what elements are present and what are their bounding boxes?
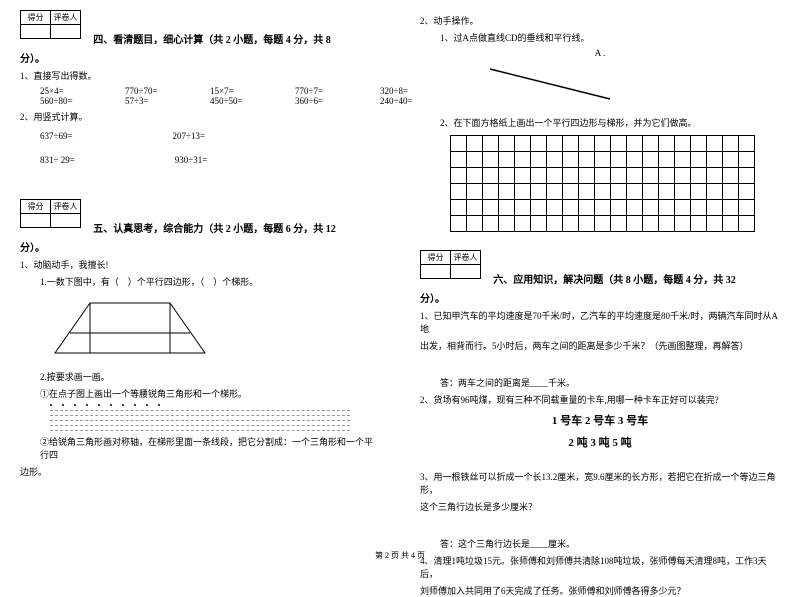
score-section-6: 得分 评卷人 六、应用知识，解决问题（共 8 小题，每题 4 分，共 32 bbox=[420, 250, 780, 286]
score-cell bbox=[21, 214, 51, 228]
item-r2: 2、动手操作。 bbox=[420, 14, 780, 27]
score-table: 得分 评卷人 bbox=[420, 250, 481, 279]
calc: 15×7= bbox=[210, 86, 265, 96]
dot-grid bbox=[50, 404, 380, 406]
calc: 770÷7= bbox=[295, 86, 350, 96]
score-table: 得分 评卷人 bbox=[20, 199, 81, 228]
line-cd bbox=[480, 64, 620, 104]
item-5-1a: 1.一数下图中，有（ ）个平行四边形，（ ）个梯形。 bbox=[40, 275, 380, 288]
dash-line bbox=[50, 410, 350, 411]
calc: 930÷31= bbox=[175, 155, 208, 165]
item-5-1: 1、动脑动手，我擅长! bbox=[20, 258, 380, 271]
score-section: 得分 评卷人 四、看清题目，细心计算（共 2 小题，每题 4 分，共 8 bbox=[20, 10, 380, 46]
section-6-end: 分）。 bbox=[420, 290, 780, 305]
calc: 450÷50= bbox=[210, 96, 265, 106]
calc-row-4: 831÷ 29= 930÷31= bbox=[40, 155, 380, 165]
score-cell bbox=[21, 25, 51, 39]
section-4-end: 分）。 bbox=[20, 50, 380, 65]
item-6-3-ans: 答：这个三角行边长是____厘米。 bbox=[440, 537, 780, 550]
score-section-5: 得分 评卷人 五、认真思考，综合能力（共 2 小题，每题 6 分，共 12 bbox=[20, 199, 380, 235]
calc: 637÷69= bbox=[40, 131, 73, 141]
calc-row-3: 637÷69= 207÷13= bbox=[40, 131, 380, 141]
grader-header: 评卷人 bbox=[51, 200, 81, 214]
item-6-4b: 刘师傅加入共同用了6天完成了任务。张师傅和刘师傅各得多少元？ bbox=[420, 584, 780, 597]
item-6-3b: 这个三角行边长是多少厘米？ bbox=[420, 500, 780, 513]
calc: 770÷70= bbox=[125, 86, 180, 96]
score-table: 得分 评卷人 bbox=[20, 10, 81, 39]
item-r2a: 1、过A点做直线CD的垂线和平行线。 bbox=[440, 31, 780, 44]
calc-row-1: 25×4= 770÷70= 15×7= 770÷7= 320÷8= bbox=[40, 86, 380, 96]
section-4-title: 四、看清题目，细心计算（共 2 小题，每题 4 分，共 8 bbox=[93, 35, 331, 46]
score-cell bbox=[421, 265, 451, 279]
item-6-1-ans: 答：两车之间的距离是____千米。 bbox=[440, 376, 780, 389]
item-6-1b: 出发，相背而行。5小时后，两车之间的距离是多少千米？（先画图整理，再解答） bbox=[420, 339, 780, 352]
calc: 57÷3= bbox=[125, 96, 180, 106]
grader-cell bbox=[451, 265, 481, 279]
grader-header: 评卷人 bbox=[51, 11, 81, 25]
item-5-2b: ②给锐角三角形画对称轴，在梯形里面一条线段，把它分割成：一个三角形和一个平行四 bbox=[40, 435, 380, 461]
left-column: 得分 评卷人 四、看清题目，细心计算（共 2 小题，每题 4 分，共 8 分）。… bbox=[0, 0, 400, 565]
score-header: 得分 bbox=[421, 251, 451, 265]
grid-paper bbox=[450, 135, 755, 232]
trapezoid-shape bbox=[50, 298, 210, 358]
item-5-2c: 边形。 bbox=[20, 465, 380, 478]
grader-cell bbox=[51, 25, 81, 39]
calc: 560÷80= bbox=[40, 96, 95, 106]
calc: 207÷13= bbox=[173, 131, 206, 141]
grader-cell bbox=[51, 214, 81, 228]
item-5-2a: ①在点子图上画出一个等腰锐角三角形和一个梯形。 bbox=[40, 387, 380, 400]
calc: 25×4= bbox=[40, 86, 95, 96]
score-header: 得分 bbox=[21, 200, 51, 214]
truck-labels: 1 号车 2 号车 3 号车 bbox=[420, 412, 780, 428]
calc: 831÷ 29= bbox=[40, 155, 75, 165]
truck-loads: 2 吨 3 吨 5 吨 bbox=[420, 434, 780, 450]
calc-row-2: 560÷80= 57÷3= 450÷50= 360÷6= 240÷40= bbox=[40, 96, 380, 106]
score-header: 得分 bbox=[21, 11, 51, 25]
point-a-label: A . bbox=[420, 48, 780, 58]
right-column: 2、动手操作。 1、过A点做直线CD的垂线和平行线。 A . 2、在下面方格纸上… bbox=[400, 0, 800, 565]
item-5-2: 2.按要求画一画。 bbox=[40, 370, 380, 383]
dash-line bbox=[50, 425, 350, 426]
item-6-2: 2、货场有96吨煤，现有三种不同载重量的卡车,用哪一种卡车正好可以装完? bbox=[420, 393, 780, 406]
section-6-title: 六、应用知识，解决问题（共 8 小题，每题 4 分，共 32 bbox=[493, 275, 736, 286]
item-6-3: 3、用一根铁丝可以折成一个长13.2厘米，宽9.6厘米的长方形，若把它在折成一个… bbox=[420, 470, 780, 496]
dash-line bbox=[50, 430, 350, 431]
page-footer: 第 2 页 共 4 页 bbox=[0, 550, 800, 561]
section-5-end: 分）。 bbox=[20, 239, 380, 254]
item-6-1: 1、已知甲汽车的平均速度是70千米/时，乙汽车的平均速度是80千米/时，两辆汽车… bbox=[420, 309, 780, 335]
dash-line bbox=[50, 415, 350, 416]
dash-line bbox=[50, 420, 350, 421]
item-2: 2、用竖式计算。 bbox=[20, 110, 380, 123]
item-1: 1、直接写出得数。 bbox=[20, 69, 380, 82]
item-r2b: 2、在下面方格纸上画出一个平行四边形与梯形，并为它们做高。 bbox=[440, 116, 780, 129]
grader-header: 评卷人 bbox=[451, 251, 481, 265]
section-5-title: 五、认真思考，综合能力（共 2 小题，每题 6 分，共 12 bbox=[93, 224, 336, 235]
calc: 360÷6= bbox=[295, 96, 350, 106]
